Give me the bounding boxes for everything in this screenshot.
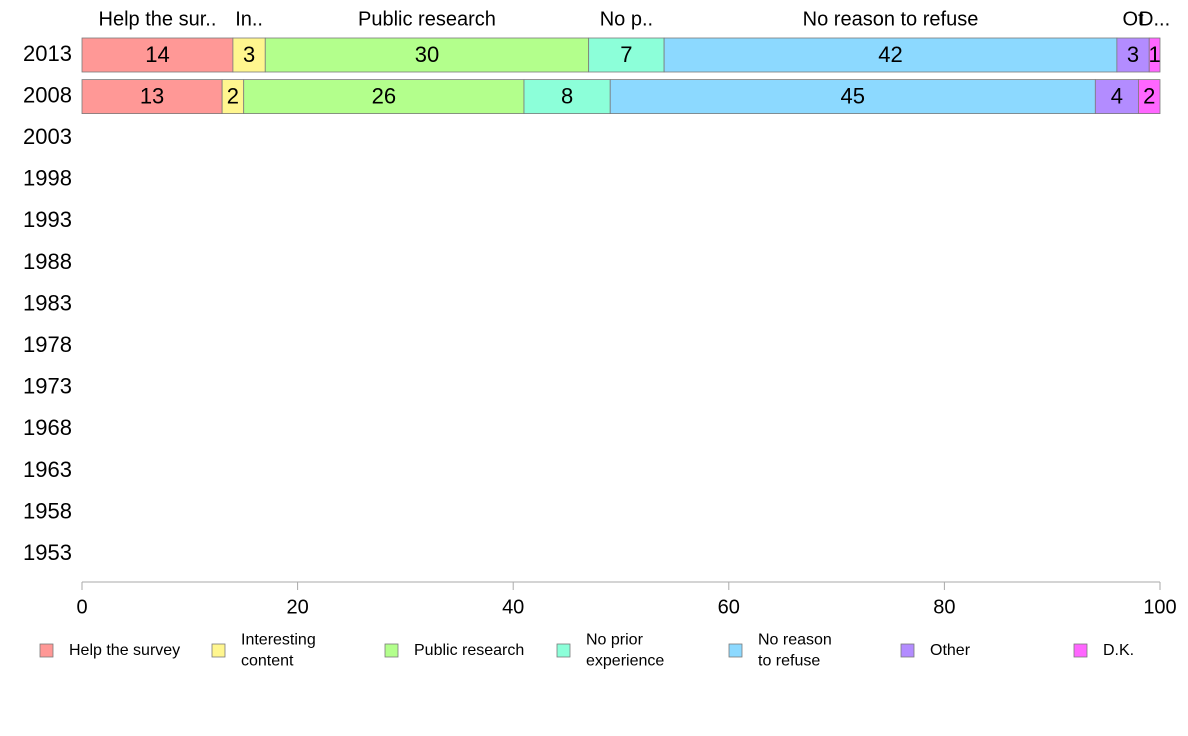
data-label: 14 xyxy=(145,42,169,67)
data-label: 30 xyxy=(415,42,439,67)
segment-name-label: Public research xyxy=(358,8,496,30)
data-label: 45 xyxy=(841,83,865,108)
legend-label: No reason to refuse xyxy=(758,632,832,670)
bar-segment xyxy=(1138,79,1161,114)
legend: Help the survey Interesting content Public … xyxy=(39,632,1134,670)
data-label: 3 xyxy=(1127,42,1139,67)
bar-segment xyxy=(609,79,1096,114)
legend-label: Help the survey xyxy=(69,642,180,659)
segment-name-label: No p.. xyxy=(600,8,653,30)
year-label: 2013 xyxy=(23,41,72,66)
legend-label: Other xyxy=(930,642,971,659)
segment-name-label: D... xyxy=(1139,8,1170,30)
data-label: 2 xyxy=(1143,83,1155,108)
bar-segments: 14 3 30 7 42 3 113 2 26 8 45 4 2 xyxy=(81,37,1161,114)
segment-name-label: No reason to refuse xyxy=(803,8,979,30)
year-label: 1993 xyxy=(23,207,72,232)
data-label: 7 xyxy=(620,42,632,67)
legend-swatch xyxy=(556,643,571,658)
data-label: 26 xyxy=(372,83,396,108)
x-tick-label: 20 xyxy=(286,596,308,618)
year-label: 1973 xyxy=(23,374,72,399)
legend-label: No prior experience xyxy=(586,632,664,670)
data-label: 1 xyxy=(1148,42,1160,67)
data-label: 2 xyxy=(227,83,239,108)
legend-label: Interesting content xyxy=(241,632,316,670)
data-label: 42 xyxy=(878,42,902,67)
legend-swatch xyxy=(1073,643,1088,658)
bar-segment xyxy=(81,79,223,114)
x-tick-label: 100 xyxy=(1143,596,1176,618)
segment-name-label: Help the sur.. xyxy=(99,8,217,30)
x-tick-label: 0 xyxy=(76,596,87,618)
x-tick-label: 40 xyxy=(502,596,524,618)
bar-segment xyxy=(1094,79,1139,114)
x-tick-label: 60 xyxy=(718,596,740,618)
bar-segment xyxy=(1148,37,1161,73)
legend-label: D.K. xyxy=(1103,642,1134,659)
segment-top-labels: Help the sur.. In.. Public research No p.. N… xyxy=(99,8,1171,30)
legend-swatch xyxy=(211,643,226,658)
year-label: 1988 xyxy=(23,249,72,274)
bar-segment xyxy=(243,79,525,114)
year-label: 1953 xyxy=(23,540,72,565)
year-label: 1968 xyxy=(23,415,72,440)
year-label: 1998 xyxy=(23,166,72,191)
year-label: 1978 xyxy=(23,332,72,357)
data-label: 4 xyxy=(1111,83,1123,108)
data-label: 3 xyxy=(243,42,255,67)
legend-label: Public research xyxy=(414,642,524,659)
bar-segment xyxy=(1116,37,1150,73)
year-label: 1958 xyxy=(23,498,72,523)
legend-swatch xyxy=(39,643,54,658)
year-label: 2003 xyxy=(23,124,72,149)
bar-segment xyxy=(523,79,611,114)
segment-name-label: In.. xyxy=(235,8,263,30)
year-label: 1983 xyxy=(23,290,72,315)
x-tick-label: 80 xyxy=(933,596,955,618)
year-label: 2008 xyxy=(23,82,72,107)
segment-name-label: Ot xyxy=(1122,8,1144,30)
legend-swatch xyxy=(900,643,915,658)
legend-swatch xyxy=(728,643,743,658)
bar-segment xyxy=(232,37,266,73)
x-axis: 0 20 40 60 80 100 xyxy=(76,581,1177,618)
data-label: 13 xyxy=(140,83,164,108)
legend-swatch xyxy=(384,643,399,658)
bar-segment xyxy=(663,37,1118,73)
y-axis-labels: 2013 2008 2003 1998 1993 1988 1983 1978 1973 1968… xyxy=(23,41,72,565)
data-label: 8 xyxy=(561,83,573,108)
year-label: 1963 xyxy=(23,457,72,482)
